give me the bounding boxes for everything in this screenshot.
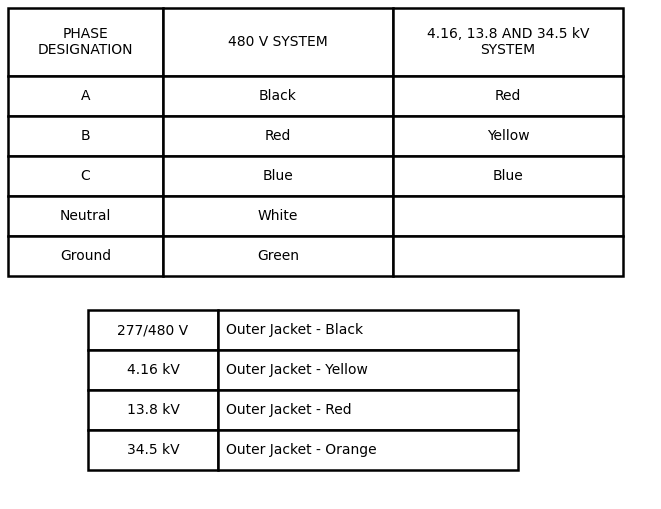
Text: PHASE
DESIGNATION: PHASE DESIGNATION bbox=[38, 27, 134, 57]
Bar bbox=[8, 236, 163, 276]
Text: Black: Black bbox=[259, 89, 297, 103]
Text: Green: Green bbox=[257, 249, 299, 263]
Text: 277/480 V: 277/480 V bbox=[118, 323, 188, 337]
Bar bbox=[163, 156, 393, 196]
Text: A: A bbox=[81, 89, 91, 103]
Bar bbox=[163, 76, 393, 116]
Bar bbox=[393, 76, 623, 116]
Text: Red: Red bbox=[265, 129, 292, 143]
Text: Outer Jacket - Orange: Outer Jacket - Orange bbox=[226, 443, 377, 457]
Bar bbox=[8, 116, 163, 156]
Text: White: White bbox=[258, 209, 298, 223]
Bar bbox=[88, 390, 218, 430]
Bar bbox=[393, 196, 623, 236]
Bar bbox=[163, 8, 393, 76]
Text: C: C bbox=[81, 169, 91, 183]
Text: 4.16 kV: 4.16 kV bbox=[126, 363, 179, 377]
Bar bbox=[88, 350, 218, 390]
Bar bbox=[393, 236, 623, 276]
Bar bbox=[163, 116, 393, 156]
Text: 13.8 kV: 13.8 kV bbox=[126, 403, 179, 417]
Text: 34.5 kV: 34.5 kV bbox=[127, 443, 179, 457]
Bar bbox=[393, 156, 623, 196]
Bar bbox=[218, 430, 518, 470]
Bar bbox=[88, 310, 218, 350]
Text: Blue: Blue bbox=[262, 169, 293, 183]
Bar bbox=[8, 8, 163, 76]
Text: Blue: Blue bbox=[492, 169, 524, 183]
Text: Ground: Ground bbox=[60, 249, 111, 263]
Bar bbox=[8, 156, 163, 196]
Text: Outer Jacket - Yellow: Outer Jacket - Yellow bbox=[226, 363, 368, 377]
Text: 480 V SYSTEM: 480 V SYSTEM bbox=[228, 35, 328, 49]
Bar bbox=[8, 76, 163, 116]
Text: B: B bbox=[81, 129, 91, 143]
Bar bbox=[8, 196, 163, 236]
Text: 4.16, 13.8 AND 34.5 kV
SYSTEM: 4.16, 13.8 AND 34.5 kV SYSTEM bbox=[427, 27, 589, 57]
Bar bbox=[218, 390, 518, 430]
Bar bbox=[88, 430, 218, 470]
Bar bbox=[393, 8, 623, 76]
Bar bbox=[163, 236, 393, 276]
Text: Outer Jacket - Black: Outer Jacket - Black bbox=[226, 323, 363, 337]
Bar bbox=[218, 310, 518, 350]
Text: Neutral: Neutral bbox=[59, 209, 111, 223]
Bar bbox=[393, 116, 623, 156]
Text: Red: Red bbox=[495, 89, 521, 103]
Bar bbox=[163, 196, 393, 236]
Text: Outer Jacket - Red: Outer Jacket - Red bbox=[226, 403, 352, 417]
Text: Yellow: Yellow bbox=[486, 129, 529, 143]
Bar bbox=[218, 350, 518, 390]
